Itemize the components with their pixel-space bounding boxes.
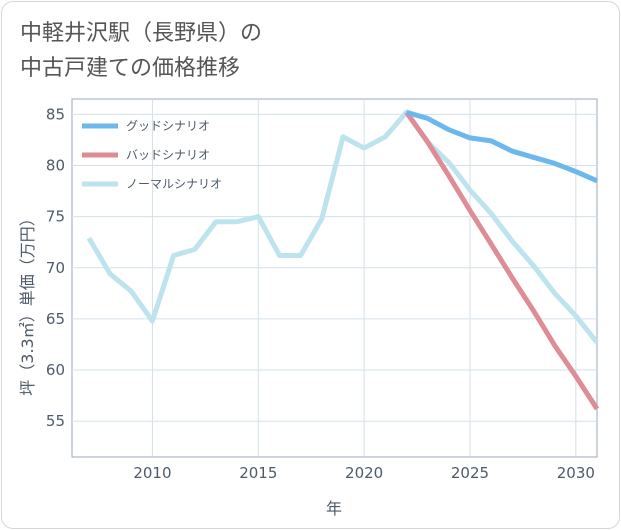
x-tick-2030: 2030 — [557, 464, 595, 482]
y-tick-85: 85 — [46, 105, 65, 123]
series-line-good — [405, 109, 598, 184]
y-tick-65: 65 — [46, 310, 65, 328]
y-tick-70: 70 — [46, 259, 65, 277]
grid-lines — [72, 99, 597, 457]
chart-title-line1: 中軽井沢駅（長野県）の — [20, 21, 263, 46]
y-tick-60: 60 — [46, 361, 65, 379]
y-tick-75: 75 — [46, 208, 65, 226]
series-lines — [86, 109, 600, 411]
legend-label-bad: バッドシナリオ — [126, 148, 210, 162]
x-tick-2025: 2025 — [451, 464, 489, 482]
x-axis-label: 年 — [326, 499, 342, 518]
x-tick-2020: 2020 — [345, 464, 383, 482]
x-tick-labels: 2010 2015 2020 2025 2030 — [133, 464, 595, 482]
y-tick-labels: 55 60 65 70 75 80 85 — [46, 105, 65, 430]
x-tick-2015: 2015 — [239, 464, 277, 482]
y-tick-80: 80 — [46, 156, 65, 174]
legend-label-good: グッドシナリオ — [126, 119, 210, 133]
y-axis-label: 坪（3.3㎡）単価（万円） — [18, 210, 37, 395]
series-line-normal — [86, 109, 599, 344]
chart-title: 中軽井沢駅（長野県）の 中古戸建ての価格推移 — [20, 16, 580, 86]
legend-label-normal: ノーマルシナリオ — [126, 177, 222, 191]
chart-title-line2: 中古戸建ての価格推移 — [20, 56, 241, 81]
y-tick-55: 55 — [46, 412, 65, 430]
x-tick-2010: 2010 — [133, 464, 171, 482]
series-line-bad — [404, 110, 600, 411]
